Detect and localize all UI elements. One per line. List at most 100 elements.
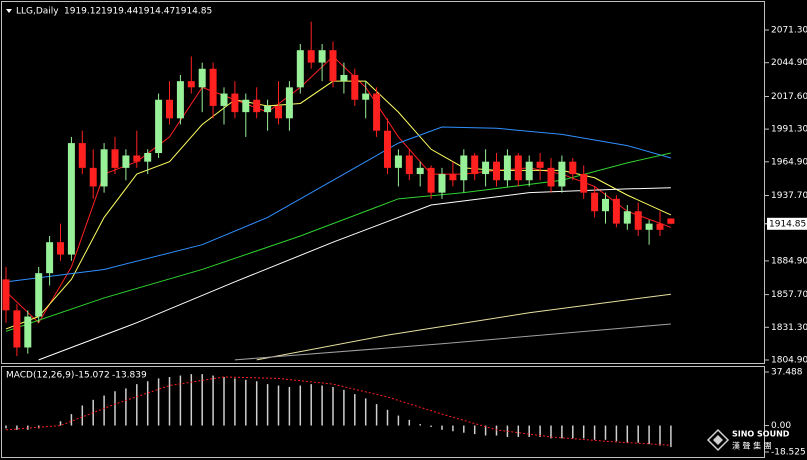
y-tick-label: 2071.30 — [771, 26, 807, 36]
candle-body — [253, 99, 261, 113]
candle-body — [296, 50, 304, 88]
candle-body — [318, 50, 326, 63]
candle-body — [307, 50, 315, 63]
candle-body — [35, 273, 43, 317]
candle-body — [493, 161, 500, 181]
candle-body — [569, 161, 577, 175]
candle-body — [427, 167, 435, 193]
candle-body — [634, 211, 642, 230]
candle-body — [133, 155, 141, 162]
candle-body — [503, 155, 511, 181]
price-panel — [1, 1, 765, 364]
candle-body — [166, 99, 173, 119]
candle-body — [536, 161, 544, 168]
candle-body — [362, 93, 370, 100]
candle-body — [558, 161, 566, 187]
last-open: 1919.12 — [64, 7, 101, 17]
y-tick-label: 1937.70 — [771, 191, 807, 201]
candle-body — [231, 93, 239, 113]
indicator-line — [5, 152, 672, 332]
candle-body — [264, 105, 272, 113]
candle-body — [405, 155, 413, 175]
candle-body — [384, 130, 391, 168]
candle-body — [525, 161, 533, 181]
candle-body — [89, 167, 97, 187]
candle-body — [351, 74, 359, 100]
candle-body — [78, 143, 86, 168]
y-tick-label: 1804.90 — [771, 356, 807, 366]
candle-body — [645, 223, 653, 230]
candle-body — [111, 149, 119, 168]
candle-body — [144, 153, 152, 162]
indicator-line — [234, 323, 671, 361]
y-tick-label: 2017.60 — [771, 92, 807, 102]
candle-body — [340, 74, 348, 82]
candle-body — [373, 93, 381, 131]
indicator-line — [38, 187, 671, 361]
last-low: 1914.47 — [138, 7, 175, 17]
brand-subtitle: 漢 聲 集 團 — [732, 441, 772, 451]
candle-body — [471, 155, 479, 175]
candle-body — [547, 167, 555, 187]
candle-body — [285, 87, 293, 119]
candle-body — [2, 279, 10, 311]
candle-body — [24, 316, 32, 348]
candle-body — [394, 155, 402, 168]
candle-body — [460, 155, 468, 181]
candle-body — [275, 105, 282, 119]
candle-body — [220, 93, 228, 106]
y-tick-label: 1831.30 — [771, 323, 807, 333]
candle-body — [198, 68, 206, 88]
candle-body — [242, 99, 250, 113]
current-price: 1914.85 — [769, 219, 806, 229]
logo-mark — [706, 428, 730, 452]
candle-body — [416, 167, 424, 175]
indicator-line — [256, 293, 671, 361]
y-tick-label: 0.00 — [771, 421, 791, 431]
logo: SINO SOUND 漢 聲 集 團 — [706, 428, 790, 452]
y-tick-label: 1884.90 — [771, 256, 807, 266]
candle-body — [209, 68, 217, 106]
y-tick-label: 1964.90 — [771, 157, 807, 167]
y-tick-label: 37.488 — [771, 368, 803, 378]
candle-body — [438, 174, 446, 193]
candle-body — [155, 99, 163, 154]
brand: SINO SOUND — [732, 430, 790, 439]
menu-arrow[interactable] — [6, 9, 12, 13]
candle-body — [580, 174, 588, 193]
candle-body — [602, 198, 609, 212]
last-close: 1914.85 — [175, 7, 212, 17]
candle-body — [449, 174, 457, 181]
indicator-line — [5, 126, 672, 283]
candle-body — [122, 155, 130, 168]
y-tick-label: 2044.90 — [771, 58, 807, 68]
candle-body — [57, 242, 64, 255]
last-high: 1919.44 — [101, 7, 138, 17]
candle-body — [612, 198, 620, 224]
candle-body — [591, 192, 599, 212]
macd-value: -15.072 — [75, 371, 110, 381]
indicator-line — [5, 376, 671, 446]
candle-body — [187, 81, 195, 88]
symbol-label: LLG,Daily — [16, 7, 59, 17]
price-tag — [767, 217, 807, 230]
logo-mark — [713, 435, 723, 445]
signal-value: -13.839 — [112, 371, 147, 381]
macd-panel — [1, 366, 765, 458]
candle-body — [67, 143, 75, 255]
candle-body — [329, 50, 337, 82]
candle-body — [667, 218, 675, 224]
macd-label: MACD(12,26,9) — [6, 371, 74, 381]
candle-body — [514, 155, 522, 181]
candle-body — [100, 149, 108, 187]
candle-body — [13, 310, 21, 348]
candle-body — [656, 223, 664, 230]
y-tick-label: 1991.30 — [771, 125, 807, 135]
y-tick-label: -18.525 — [771, 448, 806, 458]
candle-body — [623, 211, 631, 224]
candle-body — [46, 242, 54, 274]
candle-body — [176, 81, 184, 119]
candle-body — [482, 161, 490, 175]
